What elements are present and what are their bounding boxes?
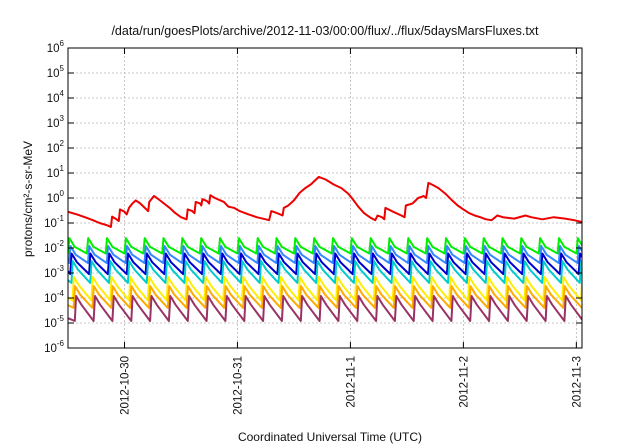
series-layer: [68, 175, 582, 322]
plot-frame: [67, 47, 583, 349]
y-tick-label: 101: [47, 164, 65, 180]
y-tick-label: 104: [47, 89, 65, 105]
series-line-8: [68, 295, 582, 322]
series-line-5: [68, 260, 582, 284]
y-tick-label: 103: [47, 114, 65, 130]
x-tick-label: 2012-11-2: [458, 356, 470, 408]
x-tick-label: 2012-11-1: [345, 356, 357, 408]
y-tick-label: 106: [47, 39, 65, 55]
y-tick-label: 10-5: [44, 314, 64, 330]
series-line-6: [68, 275, 582, 302]
y-tick-label: 10-4: [44, 289, 64, 305]
series-line-7: [68, 285, 582, 309]
y-tick-label: 10-2: [44, 239, 64, 255]
y-tick-label: 10-6: [44, 339, 64, 355]
series-line-1: [68, 175, 582, 228]
series-line-2: [68, 237, 582, 255]
y-tick-label: 10-1: [44, 214, 64, 230]
chart-title: /data/run/goesPlots/archive/2012-11-03/0…: [111, 24, 539, 38]
y-tick-label: 100: [47, 189, 65, 205]
series-line-4: [68, 252, 582, 276]
y-tick-label: 102: [47, 139, 65, 155]
series-line-3: [68, 245, 582, 265]
y-tick-label: 10-3: [44, 264, 64, 280]
x-axis-label: Coordinated Universal Time (UTC): [238, 430, 422, 444]
y-tick-label: 105: [47, 64, 65, 80]
x-tick-label: 2012-10-30: [119, 356, 131, 415]
axes: 10-6 10-5 10-4 10-3 10-2 10-1 100 101 102 103 104 1…: [44, 39, 583, 415]
x-tick-label: 2012-11-3: [571, 356, 583, 408]
y-axis-label: protons/cm²-s-sr-MeV: [21, 141, 35, 257]
x-tick-label: 2012-10-31: [232, 356, 244, 415]
